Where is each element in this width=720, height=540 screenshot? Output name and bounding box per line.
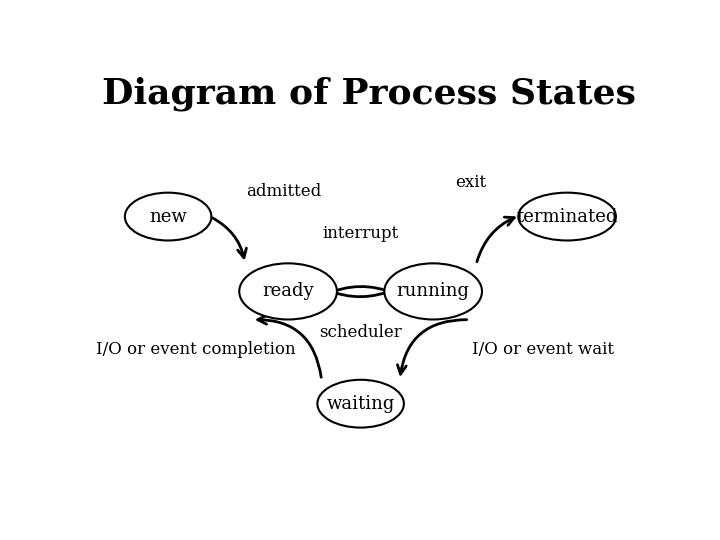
FancyArrowPatch shape — [477, 217, 514, 262]
Text: ready: ready — [262, 282, 314, 300]
Ellipse shape — [384, 264, 482, 320]
FancyArrowPatch shape — [290, 287, 428, 318]
Text: new: new — [149, 207, 187, 226]
Ellipse shape — [125, 193, 212, 240]
FancyArrowPatch shape — [397, 320, 467, 374]
Text: terminated: terminated — [516, 207, 618, 226]
Text: exit: exit — [456, 173, 487, 191]
Text: I/O or event completion: I/O or event completion — [96, 341, 295, 358]
FancyArrowPatch shape — [212, 218, 246, 258]
Text: I/O or event wait: I/O or event wait — [472, 341, 614, 358]
FancyArrowPatch shape — [258, 315, 321, 377]
Ellipse shape — [318, 380, 404, 428]
FancyArrowPatch shape — [292, 265, 431, 296]
Text: interrupt: interrupt — [323, 225, 399, 242]
Text: admitted: admitted — [246, 183, 322, 200]
Ellipse shape — [239, 264, 337, 320]
Ellipse shape — [518, 193, 616, 240]
Text: Diagram of Process States: Diagram of Process States — [102, 77, 636, 111]
Text: waiting: waiting — [326, 395, 395, 413]
Text: scheduler: scheduler — [319, 325, 402, 341]
Text: running: running — [397, 282, 469, 300]
